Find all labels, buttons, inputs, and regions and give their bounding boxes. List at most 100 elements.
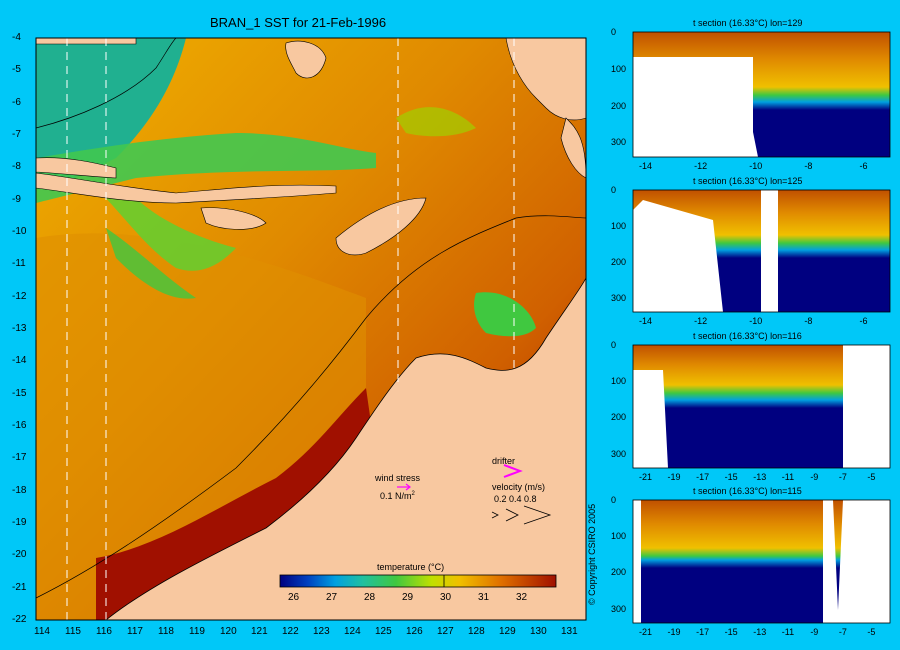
map-title: BRAN_1 SST for 21-Feb-1996 [210,15,387,30]
section-lat-tick: -15 [724,472,738,482]
section-depth-tick: 100 [611,531,627,542]
section-lat-tick: -21 [639,472,653,482]
section-depth-tick: 100 [611,63,627,74]
section-lat-tick: -11 [781,627,795,637]
section-lat-tick: -6 [859,316,868,326]
colorbar-tick-label: 27 [326,592,338,603]
section-lat-tick: -9 [810,472,819,482]
copyright-text: © Copyright CSIRO 2005 [587,503,597,605]
velocity-label: velocity (m/s) [492,482,546,492]
lon-tick-label: 114 [34,626,50,637]
lon-tick-label: 120 [220,626,237,637]
lat-tick-label: -5 [12,64,21,76]
section-depth-tick: 300 [611,292,627,303]
lat-tick-label: -14 [12,355,27,367]
colorbar-tick-label: 29 [402,592,414,603]
warm-coastal-band [96,388,376,620]
section-title: t section (16.33°C) lon=115 [693,486,802,496]
lon-tick-label: 125 [375,626,392,637]
section-depth-tick: 0 [611,495,617,505]
section-lat-tick: -14 [639,161,653,171]
cool-water-region [36,38,186,188]
section-lat-tick: -17 [696,627,710,637]
temperature-section-panel [632,189,891,313]
section-lat-tick: -19 [667,472,681,482]
lat-tick-label: -7 [12,129,21,140]
section-depth-tick: 200 [611,256,627,267]
colorbar-title: temperature (°C) [377,562,445,572]
section-title: t section (16.33°C) lon=116 [693,331,802,341]
section-depth-tick: 200 [611,412,627,423]
temperature-section-panel [632,344,891,469]
section-lat-tick: -8 [804,316,813,326]
section-depth-tick: 200 [611,100,627,111]
section-lat-tick: -8 [804,161,813,171]
lon-tick-label: 123 [313,626,330,637]
section-lat-tick: -10 [749,316,763,326]
wind-stress-value: 0.1 N/m2 [380,491,415,501]
section-lat-tick: -11 [781,472,795,482]
section-lat-tick: -6 [859,161,868,171]
lon-tick-label: 128 [468,626,485,637]
section-depth-tick: 300 [611,448,627,459]
temperature-colorbar [279,574,557,588]
section-lat-tick: -13 [753,627,767,637]
lat-tick-label: -12 [12,290,27,302]
lon-tick-label: 116 [96,626,112,637]
lon-tick-label: 119 [189,626,205,637]
lon-tick-label: 130 [530,626,547,637]
lat-tick-label: -20 [12,549,27,561]
colorbar-tick-label: 32 [516,592,528,603]
lat-tick-label: -8 [12,161,21,173]
section-title: t section (16.33°C) lon=129 [693,18,803,28]
temperature-section-panel [632,499,891,624]
wind-stress-label: wind stress [375,473,421,483]
lon-tick-label: 118 [158,626,174,637]
section-lat-tick: -15 [724,627,738,637]
section-depth-tick: 100 [611,376,627,387]
lon-tick-label: 117 [127,626,143,637]
java-island [35,157,117,179]
lon-tick-label: 129 [499,626,516,637]
lon-tick-label: 115 [65,626,81,637]
section-lat-tick: -12 [694,316,708,326]
section-lat-tick: -5 [867,472,876,482]
lat-tick-label: -16 [12,420,27,431]
section-lat-tick: -17 [696,472,710,482]
section-lat-tick: -7 [838,472,847,482]
drifter-arrow-icon [503,464,523,478]
lat-tick-label: -9 [12,193,21,205]
section-lat-tick: -12 [694,161,708,171]
section-depth-tick: 0 [611,340,617,350]
colorbar-tick-label: 31 [478,592,490,603]
australia-land [104,277,587,621]
lat-tick-label: -17 [12,452,27,464]
section-lat-tick: -19 [667,627,681,637]
lat-tick-label: -21 [12,581,27,593]
sulawesi-island [285,40,327,79]
lat-tick-label: -6 [12,96,21,108]
section-lat-tick: -7 [838,627,847,637]
section-depth-tick: 300 [611,603,627,614]
lon-tick-label: 124 [344,626,361,637]
section-depth-tick: 300 [611,137,627,148]
section-lat-tick: -14 [639,316,653,326]
colorbar-tick-label: 26 [288,592,300,603]
lat-tick-label: -4 [12,32,21,43]
section-depth-tick: 0 [611,185,617,195]
lat-tick-label: -19 [12,517,27,528]
section-lat-tick: -10 [749,161,763,171]
lat-tick-label: -13 [12,323,27,334]
lon-tick-label: 127 [437,626,454,637]
colorbar-tick-label: 28 [364,592,376,603]
section-lat-tick: -5 [867,627,876,637]
lat-tick-label: -15 [12,387,27,399]
sumba-island [200,207,267,230]
temperature-section-panel [632,31,891,158]
drifter-label: drifter [492,456,516,466]
section-depth-tick: 200 [611,567,627,578]
section-lat-tick: -21 [639,627,653,637]
section-lat-tick: -9 [810,627,819,637]
lon-tick-label: 121 [251,626,268,637]
section-depth-tick: 100 [611,220,627,231]
